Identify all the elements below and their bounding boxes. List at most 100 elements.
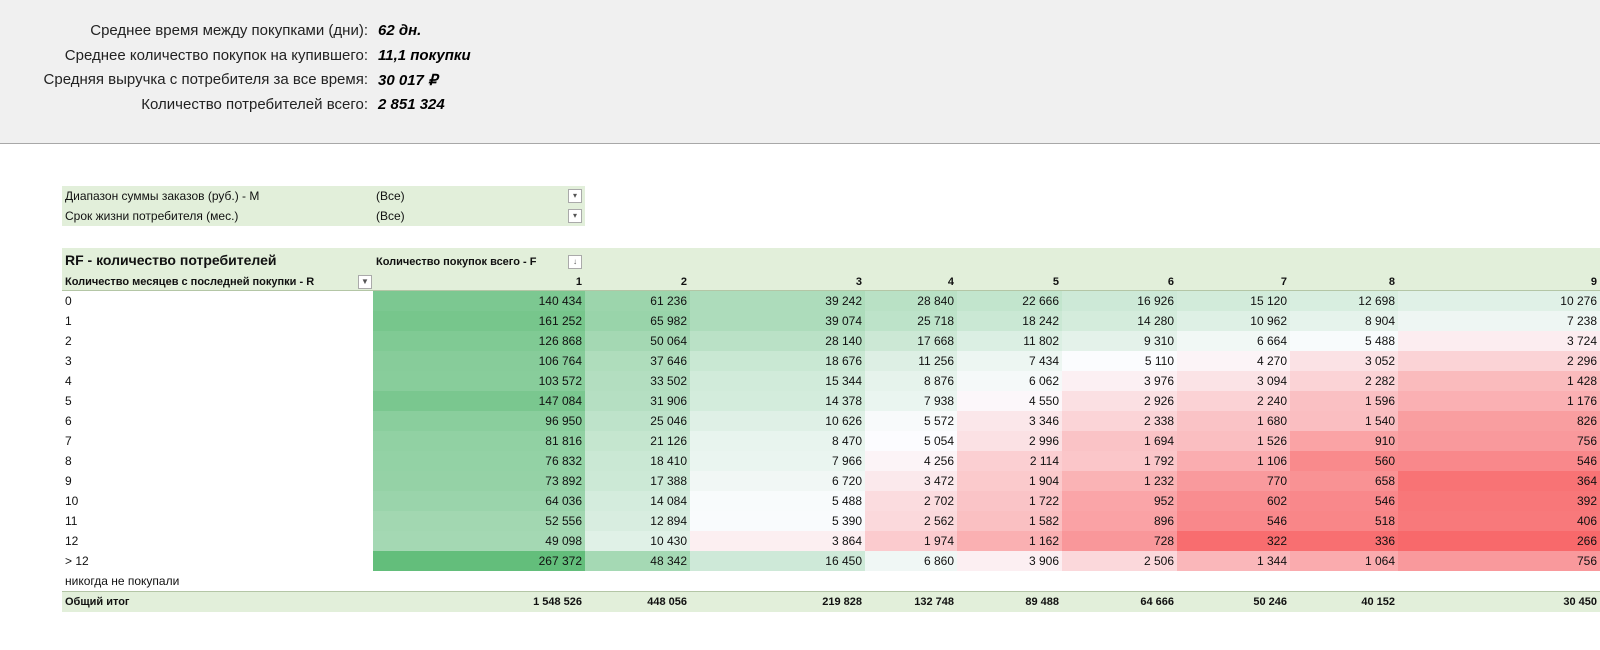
data-cell: 406 (1398, 511, 1600, 531)
rows-label: Количество месяцев с последней покупки -… (65, 276, 315, 288)
data-cell: 756 (1398, 551, 1600, 571)
row-label: 6 (65, 414, 72, 428)
header-line (62, 290, 1600, 291)
row-label: 1 (65, 314, 72, 328)
total-cell: 40 152 (1361, 596, 1395, 608)
data-cell: 3 724 (1398, 331, 1600, 351)
data-cell: 658 (1290, 471, 1398, 491)
column-header: 5 (1052, 276, 1059, 288)
data-cell: 896 (1062, 511, 1177, 531)
row-label: 12 (65, 534, 79, 548)
data-cell: 7 434 (957, 351, 1062, 371)
data-cell: 76 832 (373, 451, 585, 471)
data-cell: 2 996 (957, 431, 1062, 451)
data-cell: 3 094 (1177, 371, 1290, 391)
data-cell: 2 282 (1290, 371, 1398, 391)
data-cell: 10 626 (690, 411, 865, 431)
pivot-title: RF - количество потребителей (65, 252, 277, 268)
data-cell: 1 344 (1177, 551, 1290, 571)
data-cell: 37 646 (585, 351, 690, 371)
data-cell: 39 074 (690, 311, 865, 331)
data-cell: 96 950 (373, 411, 585, 431)
row-label: 2 (65, 334, 72, 348)
data-cell: 48 342 (585, 551, 690, 571)
data-cell: 602 (1177, 491, 1290, 511)
column-sort-button[interactable]: ↓ (568, 255, 582, 269)
data-cell: 18 676 (690, 351, 865, 371)
data-cell: 106 764 (373, 351, 585, 371)
data-cell: 1 792 (1062, 451, 1177, 471)
data-cell: 1 582 (957, 511, 1062, 531)
data-cell: 364 (1398, 471, 1600, 491)
column-header: 4 (947, 276, 954, 288)
row-label: 3 (65, 354, 72, 368)
summary-value: 11,1 покупки (378, 46, 471, 64)
data-cell: 14 378 (690, 391, 865, 411)
total-cell: 448 056 (647, 596, 687, 608)
column-header: 9 (1590, 276, 1597, 288)
data-cell: 2 506 (1062, 551, 1177, 571)
data-cell: 18 242 (957, 311, 1062, 331)
column-header: 1 (575, 276, 582, 288)
data-cell: 161 252 (373, 311, 585, 331)
data-cell: 546 (1398, 451, 1600, 471)
column-header: 3 (855, 276, 862, 288)
filter-dropdown[interactable]: ▾ (568, 209, 582, 223)
data-cell: 25 718 (865, 311, 957, 331)
data-cell: 1 722 (957, 491, 1062, 511)
data-cell: 65 982 (585, 311, 690, 331)
data-cell: 22 666 (957, 291, 1062, 311)
data-cell: 1 540 (1290, 411, 1398, 431)
data-cell: 6 860 (865, 551, 957, 571)
data-cell: 16 450 (690, 551, 865, 571)
data-cell: 5 110 (1062, 351, 1177, 371)
data-cell: 15 344 (690, 371, 865, 391)
total-cell: 132 748 (914, 596, 954, 608)
data-cell: 33 502 (585, 371, 690, 391)
data-cell: 9 310 (1062, 331, 1177, 351)
summary-value: 2 851 324 (378, 96, 445, 114)
column-header: 7 (1280, 276, 1287, 288)
summary-label: Количество потребителей всего: (141, 96, 368, 114)
row-label: > 12 (65, 554, 89, 568)
row-label: 7 (65, 434, 72, 448)
data-cell: 546 (1177, 511, 1290, 531)
data-cell: 1 526 (1177, 431, 1290, 451)
data-cell: 6 062 (957, 371, 1062, 391)
data-cell: 25 046 (585, 411, 690, 431)
data-cell: 61 236 (585, 291, 690, 311)
data-cell: 8 876 (865, 371, 957, 391)
data-cell: 2 702 (865, 491, 957, 511)
data-cell: 81 816 (373, 431, 585, 451)
data-cell: 3 906 (957, 551, 1062, 571)
data-cell: 756 (1398, 431, 1600, 451)
summary-label: Средняя выручка с потребителя за все вре… (43, 71, 368, 89)
data-cell: 518 (1290, 511, 1398, 531)
data-cell: 49 098 (373, 531, 585, 551)
column-header: 6 (1167, 276, 1174, 288)
data-cell: 12 698 (1290, 291, 1398, 311)
data-cell: 1 064 (1290, 551, 1398, 571)
row-filter-button[interactable]: ▼ (358, 275, 372, 289)
data-cell: 1 680 (1177, 411, 1290, 431)
data-cell: 1 694 (1062, 431, 1177, 451)
data-cell: 3 976 (1062, 371, 1177, 391)
data-cell: 1 176 (1398, 391, 1600, 411)
data-cell: 6 664 (1177, 331, 1290, 351)
data-cell: 546 (1290, 491, 1398, 511)
row-label: 9 (65, 474, 72, 488)
data-cell: 952 (1062, 491, 1177, 511)
data-cell: 770 (1177, 471, 1290, 491)
data-cell: 5 488 (1290, 331, 1398, 351)
total-cell: 89 488 (1025, 596, 1059, 608)
data-cell: 2 296 (1398, 351, 1600, 371)
data-cell: 267 372 (373, 551, 585, 571)
data-cell: 10 430 (585, 531, 690, 551)
data-cell: 73 892 (373, 471, 585, 491)
total-bg (62, 591, 1600, 612)
pivot-header-bg (62, 248, 1600, 290)
filter-dropdown[interactable]: ▾ (568, 189, 582, 203)
data-cell: 31 906 (585, 391, 690, 411)
row-label: 11 (65, 514, 78, 528)
